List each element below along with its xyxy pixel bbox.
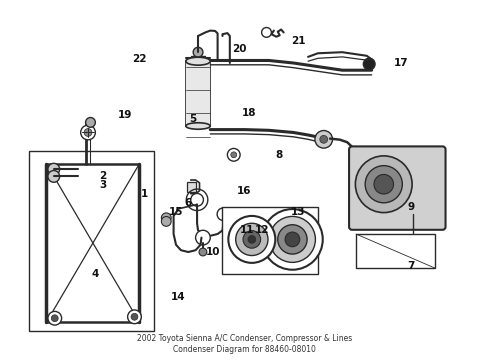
Circle shape [227,148,240,161]
Circle shape [48,163,60,175]
Circle shape [277,225,306,254]
Ellipse shape [185,57,210,65]
Circle shape [161,216,171,226]
Text: 11: 11 [239,225,254,235]
Text: 14: 14 [171,292,185,302]
Text: 13: 13 [290,207,305,217]
Circle shape [314,131,332,148]
Circle shape [161,213,171,223]
Circle shape [85,117,95,127]
Bar [29,151,154,331]
Circle shape [51,315,58,322]
Text: 2: 2 [99,171,106,181]
Text: 6: 6 [184,198,191,208]
Circle shape [217,208,229,221]
Circle shape [285,232,299,247]
Circle shape [319,135,327,143]
Bar [355,234,434,268]
Circle shape [228,216,275,263]
Text: 2002 Toyota Sienna A/C Condenser, Compressor & Lines
Condenser Diagram for 88460: 2002 Toyota Sienna A/C Condenser, Compre… [137,334,351,354]
Circle shape [365,166,402,203]
Bar [185,61,210,126]
Circle shape [127,310,141,324]
FancyBboxPatch shape [348,147,445,230]
Text: 21: 21 [290,36,305,46]
Circle shape [199,248,206,256]
Circle shape [195,230,210,245]
Text: 20: 20 [232,44,246,54]
Text: 22: 22 [132,54,146,64]
Circle shape [269,216,315,262]
Circle shape [247,235,255,243]
Text: 17: 17 [393,58,407,68]
Circle shape [230,152,236,158]
Circle shape [190,193,203,206]
Text: 8: 8 [275,150,282,160]
Text: 7: 7 [406,261,414,271]
Text: 19: 19 [117,110,132,120]
Circle shape [363,58,374,70]
Bar [186,182,195,192]
Circle shape [261,27,271,37]
Circle shape [355,156,411,213]
Circle shape [81,125,95,140]
Circle shape [84,129,92,136]
Ellipse shape [185,123,210,129]
Text: 18: 18 [242,108,256,118]
Text: 10: 10 [205,247,220,257]
Text: 12: 12 [254,225,268,235]
Text: 5: 5 [189,114,196,124]
Text: 3: 3 [99,180,106,190]
Circle shape [193,47,203,57]
Circle shape [48,311,61,325]
Circle shape [48,171,60,182]
Circle shape [243,231,260,248]
Circle shape [262,209,322,270]
Text: 16: 16 [237,186,251,196]
Bar [222,207,317,274]
Text: 9: 9 [407,202,413,212]
Text: 4: 4 [91,269,99,279]
Text: 15: 15 [168,207,183,217]
Text: 1: 1 [141,189,147,199]
Circle shape [131,313,138,320]
Circle shape [373,175,393,194]
Circle shape [235,223,267,256]
